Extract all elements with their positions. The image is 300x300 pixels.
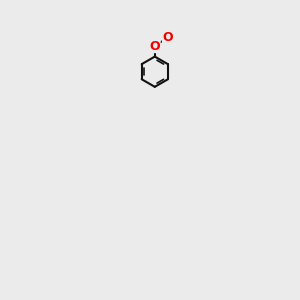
Text: O: O [163,31,173,44]
Text: O: O [149,40,160,52]
